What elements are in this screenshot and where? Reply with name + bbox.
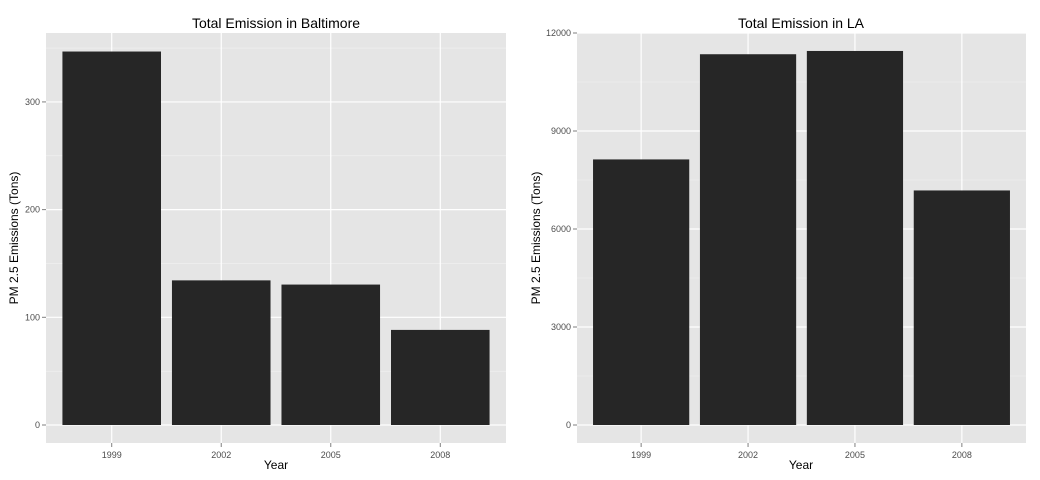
bar-2005 xyxy=(281,284,381,425)
chart-title: Total Emission in LA xyxy=(738,15,865,31)
y-tick-label: 200 xyxy=(25,205,40,215)
y-tick-label: 6000 xyxy=(551,224,571,234)
bar-1999 xyxy=(62,51,161,426)
bar-2008 xyxy=(391,329,490,425)
x-axis-title: Year xyxy=(264,458,288,472)
y-axis-title: PM 2.5 Emissions (Tons) xyxy=(7,172,21,305)
x-tick-label: 2005 xyxy=(321,450,341,460)
bar-1999 xyxy=(593,159,690,426)
x-tick-label: 1999 xyxy=(102,450,122,460)
bar-2008 xyxy=(913,190,1010,425)
y-tick-label: 12000 xyxy=(546,28,571,38)
x-tick-label: 2005 xyxy=(845,450,865,460)
bar-2002 xyxy=(699,54,797,425)
x-tick-label: 2008 xyxy=(952,450,972,460)
bar-2002 xyxy=(171,280,271,425)
x-axis-title: Year xyxy=(789,458,813,472)
x-tick-label: 2008 xyxy=(430,450,450,460)
y-tick-label: 9000 xyxy=(551,126,571,136)
chart-panel-1: 0 100 200 300 1999 2002 2005 2008 Total Emission… xyxy=(7,15,506,472)
x-tick-label: 2002 xyxy=(211,450,231,460)
y-tick-label: 100 xyxy=(25,312,40,322)
y-tick-label: 0 xyxy=(566,420,571,430)
y-axis-title: PM 2.5 Emissions (Tons) xyxy=(529,172,543,305)
y-tick-label: 300 xyxy=(25,97,40,107)
x-tick-label: 2002 xyxy=(738,450,758,460)
x-tick-label: 1999 xyxy=(631,450,651,460)
y-tick-label: 3000 xyxy=(551,322,571,332)
chart-panel-2: 0 3000 6000 9000 12000 1999 2002 2005 2008 Total … xyxy=(529,15,1026,472)
chart-title: Total Emission in Baltimore xyxy=(192,15,360,31)
y-tick-label: 0 xyxy=(35,420,40,430)
bar-2005 xyxy=(806,50,904,425)
